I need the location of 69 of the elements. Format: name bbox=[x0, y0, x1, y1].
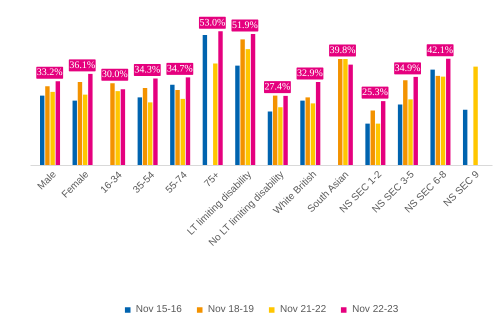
data-label: 25.3% bbox=[362, 87, 388, 98]
data-label: 42.1% bbox=[427, 44, 454, 56]
bar bbox=[250, 34, 256, 166]
bar bbox=[440, 76, 446, 166]
bar bbox=[142, 88, 148, 166]
bar bbox=[408, 99, 413, 166]
data-label: 34.9% bbox=[394, 62, 421, 74]
bar bbox=[436, 76, 440, 166]
bar bbox=[138, 97, 142, 166]
bar bbox=[202, 35, 208, 166]
legend-label: Nov 15-16 bbox=[136, 304, 182, 315]
data-label: 53.0% bbox=[199, 17, 226, 28]
bar bbox=[218, 31, 223, 166]
bar bbox=[40, 96, 44, 166]
bar bbox=[50, 92, 55, 166]
bar bbox=[376, 124, 380, 166]
bar bbox=[235, 66, 240, 166]
legend-label: Nov 22-23 bbox=[352, 304, 398, 315]
bar bbox=[283, 96, 288, 166]
bar bbox=[398, 104, 402, 166]
legend-label: Nov 21-22 bbox=[280, 304, 326, 315]
data-label: 33.2% bbox=[36, 67, 63, 78]
bar bbox=[338, 59, 342, 166]
bar bbox=[148, 102, 152, 166]
bar bbox=[56, 81, 60, 166]
bar bbox=[268, 112, 272, 166]
bar bbox=[170, 84, 175, 166]
bar bbox=[310, 103, 316, 166]
bar bbox=[300, 100, 305, 166]
bar bbox=[462, 110, 468, 166]
bar bbox=[72, 100, 77, 166]
bar bbox=[120, 89, 126, 166]
bar bbox=[430, 70, 435, 166]
bar bbox=[180, 98, 185, 166]
legend-label: Nov 18-19 bbox=[208, 304, 254, 315]
bar bbox=[278, 107, 283, 166]
bar bbox=[186, 77, 190, 166]
bar bbox=[88, 74, 93, 166]
bar bbox=[175, 90, 180, 166]
data-label: 51.9% bbox=[232, 20, 258, 32]
data-label: 34.7% bbox=[166, 63, 193, 74]
x-tick-label: 75+ bbox=[202, 170, 222, 190]
bar bbox=[305, 97, 310, 166]
data-label: 27.4% bbox=[264, 82, 290, 93]
bar bbox=[246, 49, 250, 166]
bar bbox=[380, 101, 386, 166]
bar bbox=[473, 66, 478, 166]
bar bbox=[365, 124, 370, 166]
bar bbox=[414, 76, 418, 166]
bar bbox=[343, 59, 348, 166]
data-label: 36.1% bbox=[69, 60, 96, 71]
bar bbox=[153, 78, 158, 166]
bar bbox=[316, 82, 320, 166]
bar bbox=[370, 110, 375, 166]
bar bbox=[240, 39, 245, 166]
data-label: 34.3% bbox=[134, 64, 160, 76]
bar bbox=[82, 94, 88, 166]
bar bbox=[45, 86, 50, 166]
bar bbox=[348, 64, 353, 166]
bar bbox=[115, 91, 120, 166]
bar bbox=[213, 64, 218, 166]
data-label: 30.0% bbox=[102, 69, 128, 80]
bar bbox=[446, 58, 450, 166]
data-label: 32.9% bbox=[297, 68, 323, 79]
bar bbox=[403, 80, 408, 166]
bar bbox=[78, 82, 82, 166]
bar bbox=[272, 96, 278, 166]
data-label: 39.8% bbox=[330, 45, 356, 56]
bar bbox=[110, 83, 115, 166]
